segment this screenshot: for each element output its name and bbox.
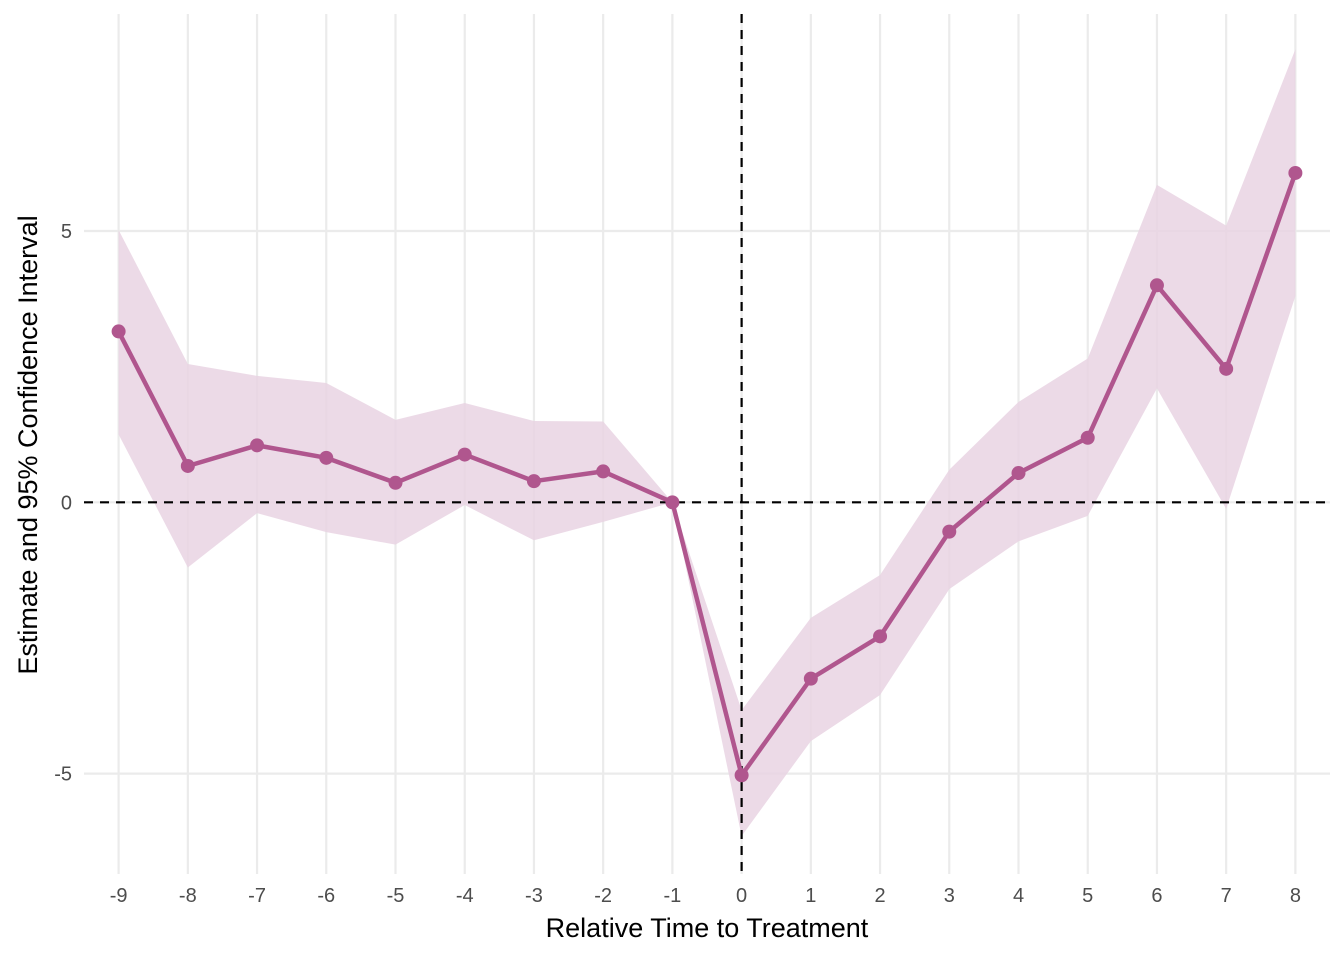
estimate-point [1080, 430, 1095, 445]
estimate-point [526, 474, 541, 489]
estimate-point [596, 464, 611, 479]
estimate-point [319, 450, 334, 465]
x-tick-label: 0 [736, 885, 747, 907]
estimate-point [942, 524, 957, 539]
x-tick-label: -1 [663, 885, 681, 907]
x-tick-label: -6 [317, 885, 335, 907]
estimate-points [111, 165, 1303, 783]
x-tick-label: -7 [248, 885, 266, 907]
x-tick-label: -9 [110, 885, 128, 907]
x-tick-label: 4 [1013, 885, 1024, 907]
y-tick-label: -5 [54, 764, 72, 786]
x-tick-label: -8 [179, 885, 197, 907]
estimate-point [803, 671, 818, 686]
estimate-point [250, 438, 265, 453]
x-tick-label: -4 [456, 885, 474, 907]
x-tick-labels: -9 -8 -7 -6 -5 -4 -3 -2 -1 0 1 2 3 4 5 6 7 8 [110, 885, 1301, 907]
y-axis-title: Estimate and 95% Confidence Interval [13, 215, 43, 674]
estimate-point [388, 475, 403, 490]
y-tick-label: 0 [61, 492, 72, 514]
x-tick-label: 3 [944, 885, 955, 907]
estimate-point [734, 768, 749, 783]
y-tick-label: 5 [61, 221, 72, 243]
y-tick-labels: 5 0 -5 [54, 221, 72, 786]
x-tick-label: -5 [387, 885, 405, 907]
x-tick-label: 8 [1290, 885, 1301, 907]
estimate-line [116, 172, 1298, 778]
estimate-point [873, 629, 888, 644]
x-axis-title: Relative Time to Treatment [546, 913, 869, 943]
estimate-point [1149, 278, 1164, 293]
estimate-point [1011, 466, 1026, 481]
x-tick-label: 5 [1082, 885, 1093, 907]
x-tick-label: 2 [874, 885, 885, 907]
x-tick-label: 1 [805, 885, 816, 907]
estimate-point [1288, 165, 1303, 180]
estimate-point [180, 458, 195, 473]
confidence-interval-band [118, 49, 1296, 837]
estimate-point [1219, 361, 1234, 376]
estimate-point [457, 447, 472, 462]
x-tick-label: -3 [525, 885, 543, 907]
x-tick-label: 6 [1151, 885, 1162, 907]
estimate-point [665, 495, 680, 510]
x-tick-label: -2 [594, 885, 612, 907]
x-tick-label: 7 [1221, 885, 1232, 907]
estimate-point [111, 324, 126, 339]
